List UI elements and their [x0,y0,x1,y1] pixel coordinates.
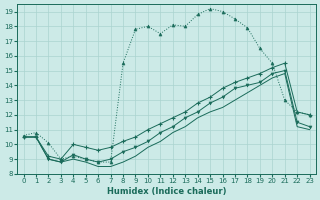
X-axis label: Humidex (Indice chaleur): Humidex (Indice chaleur) [107,187,226,196]
